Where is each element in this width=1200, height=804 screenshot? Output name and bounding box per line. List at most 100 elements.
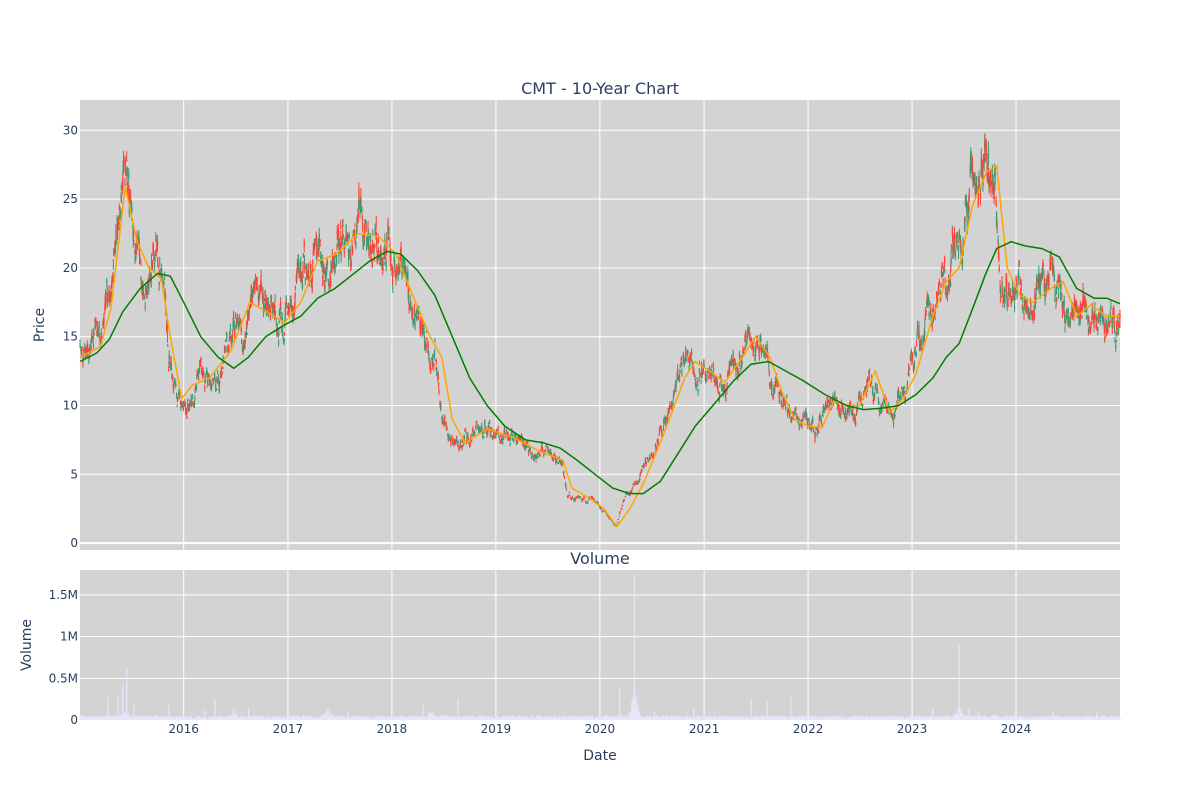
candle-body [774,389,775,391]
candle-body [861,394,862,395]
candle-body [580,498,581,499]
candle-body [843,410,844,411]
candle-body [638,482,639,484]
candle-body [410,296,411,297]
candle-body [912,354,913,355]
candle-body [466,437,467,438]
candle-body [254,291,255,292]
candle-body [304,259,305,260]
candle-body [764,355,765,356]
candle-body [1019,260,1020,266]
candle-body [799,428,800,429]
candle-body [787,415,788,416]
candle-body [159,263,160,264]
candle-body [194,398,195,399]
candle-body [944,270,945,272]
candle-body [942,278,943,279]
candle-body [392,279,393,283]
candle-body [246,324,247,327]
candle-body [845,418,846,422]
candle-body [789,412,790,414]
candle-body [855,422,856,425]
candle-body [173,387,174,389]
candle-body [887,411,888,412]
candle-body [282,331,283,332]
candle-body [408,291,409,292]
candle-body [225,339,226,340]
candle-body [711,366,712,367]
candle-body [194,402,195,405]
candle-body [570,498,571,499]
candle-body [244,343,245,348]
candle-body [727,383,728,384]
candle-body [940,291,941,292]
candle-body [200,365,201,366]
candle-body [234,332,235,333]
candle-body [642,469,643,470]
candle-body [203,371,204,376]
candle-body [267,310,268,311]
candle-body [465,429,466,430]
candle-body [284,334,285,336]
candle-body [752,347,753,348]
candle-body [1064,300,1065,305]
candle-body [802,419,803,421]
candle-body [629,494,630,495]
candle-body [951,246,952,247]
candle-body [530,450,531,452]
candle-body [280,312,281,315]
candle-body [101,332,102,333]
candle-body [563,473,564,474]
candle-body [351,261,352,266]
candle-body [781,395,782,397]
candle-body [725,397,726,398]
candle-body [969,191,970,196]
candle-body [199,371,200,372]
candle-body [557,463,558,464]
candle-body [426,332,427,333]
candle-body [743,348,744,350]
candle-body [994,191,995,192]
candle-body [572,496,573,497]
candle-body [338,229,339,238]
candle-body [1050,262,1051,264]
candle-body [724,385,725,387]
candle-body [434,341,435,342]
candle-body [569,496,570,497]
candle-body [976,177,977,180]
candle-body [953,248,954,253]
candle-body [372,263,373,268]
candle-body [753,343,754,344]
candle-body [125,168,126,176]
candle-body [1004,298,1005,301]
candle-body [901,397,902,398]
candle-body [659,435,660,436]
candle-body [239,317,240,319]
candle-body [749,333,750,336]
candle-body [486,434,487,435]
candle-body [474,432,475,433]
candle-body [665,423,666,425]
candle-body [1069,320,1070,322]
candle-body [515,436,516,437]
candle-body [649,455,650,456]
candle-body [245,340,246,341]
candle-body [685,350,686,353]
candle-body [558,462,559,463]
candle-body [869,375,870,377]
candle-body [329,284,330,287]
candle-body [232,334,233,335]
candle-body [857,410,858,412]
candle-body [846,417,847,418]
candle-body [650,459,651,460]
candle-body [201,369,202,370]
candle-body [487,432,488,434]
candle-body [186,416,187,419]
candle-body [167,337,168,338]
candle-body [209,379,210,383]
candle-body [683,359,684,360]
candle-body [277,334,278,336]
candle-body [387,237,388,239]
candle-body [1000,300,1001,301]
